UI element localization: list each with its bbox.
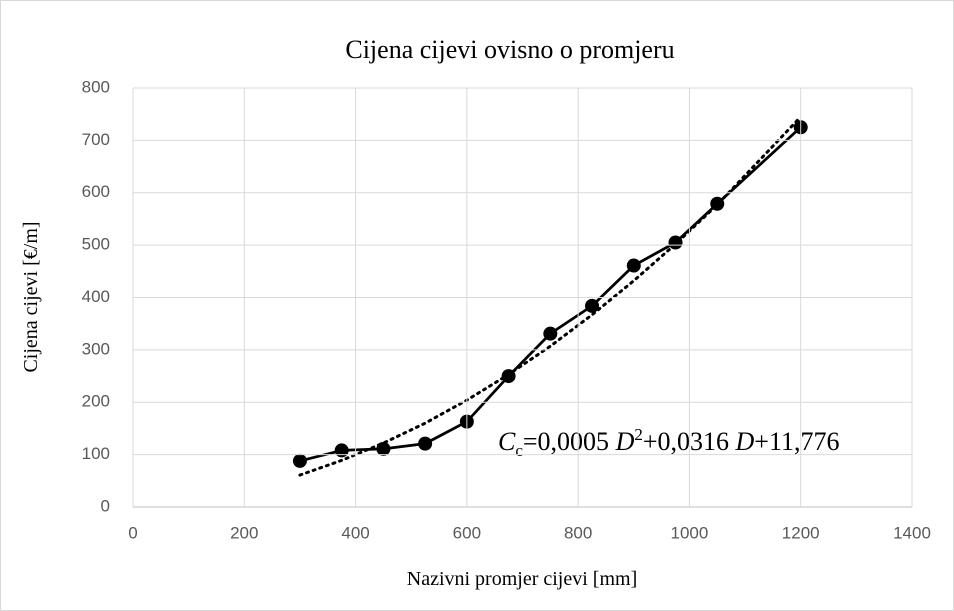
x-axis-title: Nazivni promjer cijevi [mm] <box>407 568 637 590</box>
chart-title: Cijena cijevi ovisno o promjeru <box>345 35 674 64</box>
y-tick-label: 800 <box>82 77 110 96</box>
y-tick-label: 200 <box>82 392 110 411</box>
x-tick-label: 600 <box>453 523 481 542</box>
x-tick-label: 200 <box>230 523 258 542</box>
point <box>668 235 683 250</box>
x-tick-label: 1000 <box>671 523 709 542</box>
eq-part: c <box>515 441 523 460</box>
trend-line <box>298 115 803 477</box>
eq-part: 2 <box>634 425 643 444</box>
y-tick-label: 700 <box>82 130 110 149</box>
point <box>334 443 349 458</box>
y-tick-label: 300 <box>82 339 110 358</box>
point <box>292 453 307 468</box>
y-tick-label: 0 <box>101 496 110 515</box>
x-tick-label: 0 <box>128 523 137 542</box>
point <box>543 326 558 341</box>
eq-part: =0,0005 <box>523 427 616 456</box>
point <box>418 436 433 451</box>
point <box>626 258 641 273</box>
eq-part: C <box>498 427 516 456</box>
eq-part: +11,776 <box>754 427 839 456</box>
x-tick-label: 1200 <box>782 523 820 542</box>
x-tick-label: 1400 <box>893 523 931 542</box>
y-tick-label: 100 <box>82 444 110 463</box>
y-tick-label: 600 <box>82 182 110 201</box>
eq-part: D <box>615 427 635 456</box>
x-tick-label: 800 <box>564 523 592 542</box>
y-axis-title: Cijena cijevi [€/m] <box>20 221 42 372</box>
x-tick-label: 400 <box>341 523 369 542</box>
eq-part: D <box>735 427 755 456</box>
y-tick-label: 500 <box>82 235 110 254</box>
point <box>585 298 600 313</box>
point <box>710 196 725 211</box>
y-tick-label: 400 <box>82 287 110 306</box>
